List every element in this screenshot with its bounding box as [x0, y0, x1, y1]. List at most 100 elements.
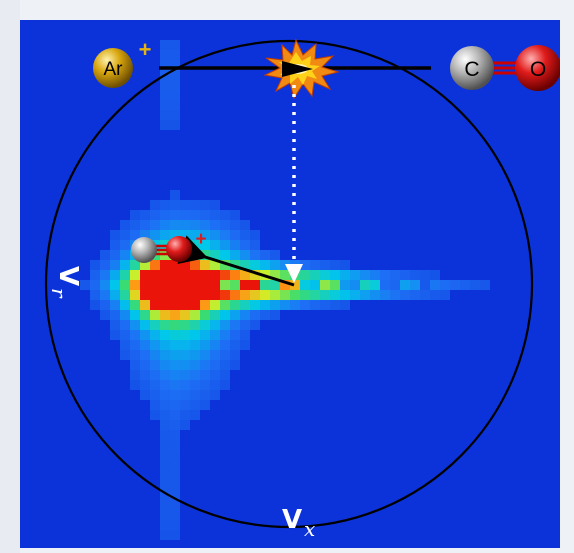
heatmap-pixel — [240, 280, 250, 290]
heatmap-pixel — [440, 290, 450, 300]
heatmap-pixel — [210, 360, 220, 370]
heatmap-pixel — [160, 280, 170, 290]
heatmap-pixel — [380, 280, 390, 290]
heatmap-pixel — [270, 310, 280, 320]
heatmap-pixel — [170, 220, 180, 230]
heatmap-pixel — [220, 350, 230, 360]
heatmap-pixel — [320, 270, 330, 280]
heatmap-pixel — [400, 290, 410, 300]
heatmap-pixel — [160, 90, 170, 100]
heatmap-pixel — [330, 290, 340, 300]
heatmap-pixel — [190, 340, 200, 350]
heatmap-pixel — [190, 300, 200, 310]
heatmap-pixel — [250, 320, 260, 330]
heatmap-pixel — [150, 340, 160, 350]
heatmap-pixel — [230, 270, 240, 280]
heatmap-pixel — [170, 350, 180, 360]
heatmap-pixel — [270, 290, 280, 300]
heatmap-pixel — [90, 300, 100, 310]
heatmap-pixel — [220, 320, 230, 330]
heatmap-pixel — [120, 220, 130, 230]
heatmap-pixel — [220, 310, 230, 320]
heatmap-pixel — [210, 270, 220, 280]
heatmap-pixel — [210, 200, 220, 210]
heatmap-pixel — [100, 300, 110, 310]
heatmap-pixel — [210, 370, 220, 380]
heatmap-pixel — [110, 290, 120, 300]
heatmap-pixel — [200, 290, 210, 300]
heatmap-pixel — [160, 350, 170, 360]
heatmap-pixel — [150, 350, 160, 360]
heatmap-pixel — [170, 480, 180, 490]
heatmap-pixel — [330, 300, 340, 310]
heatmap-pixel — [180, 390, 190, 400]
heatmap-pixel — [130, 360, 140, 370]
heatmap-pixel — [200, 210, 210, 220]
heatmap-pixel — [150, 230, 160, 240]
heatmap-pixel — [300, 270, 310, 280]
ar-charge: + — [139, 37, 152, 62]
heatmap-pixel — [150, 360, 160, 370]
heatmap-pixel — [130, 370, 140, 380]
heatmap-pixel — [140, 370, 150, 380]
heatmap-pixel — [310, 290, 320, 300]
heatmap-pixel — [230, 320, 240, 330]
heatmap-pixel — [160, 490, 170, 500]
heatmap-pixel — [120, 340, 130, 350]
heatmap-pixel — [160, 270, 170, 280]
heatmap-pixel — [200, 350, 210, 360]
heatmap-pixel — [470, 280, 480, 290]
heatmap-pixel — [180, 230, 190, 240]
heatmap-pixel — [410, 290, 420, 300]
heatmap-pixel — [170, 500, 180, 510]
heatmap-pixel — [300, 280, 310, 290]
heatmap-pixel — [170, 120, 180, 130]
co-charge: + — [195, 229, 206, 250]
heatmap-pixel — [320, 260, 330, 270]
heatmap-pixel — [260, 280, 270, 290]
heatmap-pixel — [200, 330, 210, 340]
heatmap-pixel — [100, 260, 110, 270]
heatmap-pixel — [220, 360, 230, 370]
heatmap-pixel — [190, 330, 200, 340]
heatmap-pixel — [410, 280, 420, 290]
heatmap-pixel — [130, 380, 140, 390]
heatmap-pixel — [170, 390, 180, 400]
heatmap-pixel — [140, 280, 150, 290]
heatmap-pixel — [160, 120, 170, 130]
heatmap-pixel — [160, 320, 170, 330]
heatmap-pixel — [90, 290, 100, 300]
heatmap-pixel — [360, 270, 370, 280]
heatmap-pixel — [140, 290, 150, 300]
heatmap-pixel — [210, 320, 220, 330]
heatmap-pixel — [160, 100, 170, 110]
heatmap-pixel — [160, 290, 170, 300]
heatmap-pixel — [170, 440, 180, 450]
heatmap-pixel — [130, 350, 140, 360]
ar-ion-sphere-icon: Ar + — [93, 37, 151, 88]
heatmap-pixel — [170, 90, 180, 100]
heatmap-pixel — [180, 360, 190, 370]
heatmap-pixel — [140, 360, 150, 370]
heatmap-pixel — [390, 280, 400, 290]
heatmap-pixel — [120, 260, 130, 270]
heatmap-pixel — [240, 220, 250, 230]
heatmap-pixel — [120, 230, 130, 240]
heatmap-pixel — [230, 250, 240, 260]
heatmap-pixel — [210, 290, 220, 300]
heatmap-pixel — [430, 270, 440, 280]
heatmap-pixel — [170, 510, 180, 520]
heatmap-pixel — [120, 290, 130, 300]
heatmap-pixel — [150, 210, 160, 220]
heatmap-pixel — [110, 260, 120, 270]
heatmap-pixel — [160, 60, 170, 70]
heatmap-pixel — [160, 110, 170, 120]
heatmap-pixel — [200, 400, 210, 410]
heatmap-pixel — [330, 270, 340, 280]
vx-axis-label: V x — [282, 505, 315, 541]
heatmap-pixel — [310, 260, 320, 270]
heatmap-pixel — [130, 290, 140, 300]
heatmap-pixel — [110, 240, 120, 250]
heatmap-pixel — [150, 330, 160, 340]
heatmap-pixel — [200, 320, 210, 330]
